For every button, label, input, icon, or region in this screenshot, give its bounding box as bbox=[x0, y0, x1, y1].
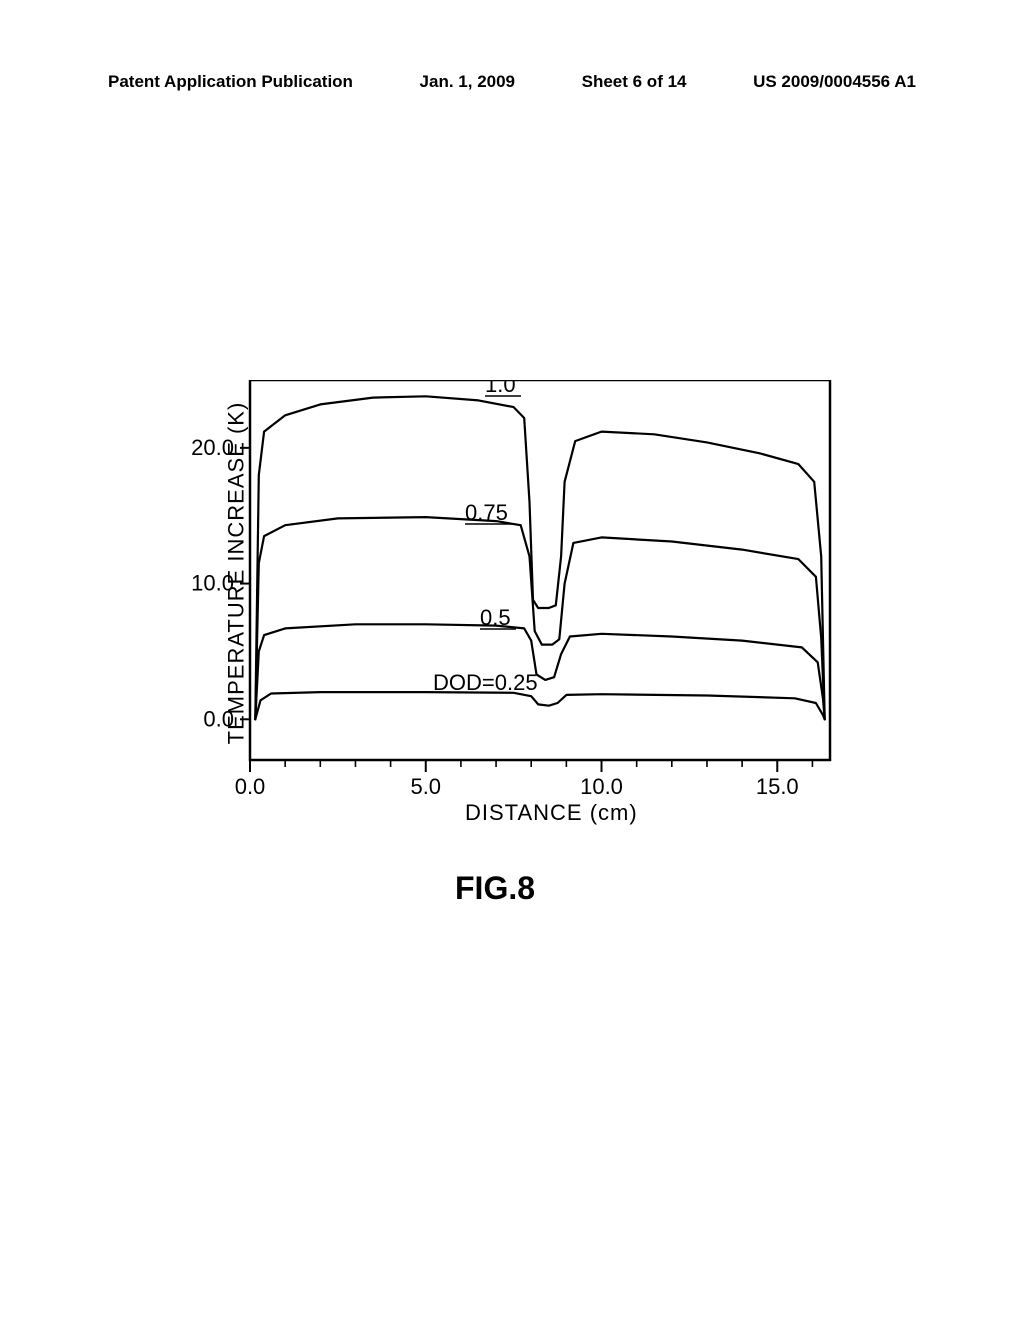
header-publication: Patent Application Publication bbox=[108, 72, 353, 92]
chart: TEMPERATURE INCREASE (K) 0.010.020.00.05… bbox=[155, 380, 875, 880]
curve-label: 0.75 bbox=[465, 500, 508, 525]
x-tick-label: 15.0 bbox=[756, 774, 799, 799]
x-tick-label: 0.0 bbox=[235, 774, 266, 799]
y-tick-label: 20.0 bbox=[191, 435, 234, 460]
figure-caption: FIG.8 bbox=[455, 870, 535, 907]
x-tick-label: 5.0 bbox=[410, 774, 441, 799]
y-tick-label: 0.0 bbox=[203, 706, 234, 731]
curve-label: 0.5 bbox=[480, 605, 511, 630]
curve-label: DOD=0.25 bbox=[433, 670, 538, 695]
y-tick-label: 10.0 bbox=[191, 571, 234, 596]
header-pubno: US 2009/0004556 A1 bbox=[753, 72, 916, 92]
x-axis-label: DISTANCE (cm) bbox=[465, 800, 638, 826]
plot-svg: 0.0 10.0 20.0 0.0 5.0 10.0 15.0 1.0 0.75 0.5 DOD=0… bbox=[155, 380, 875, 840]
curve-label: 1.0 bbox=[485, 380, 516, 397]
x-tick-label: 10.0 bbox=[580, 774, 623, 799]
header-sheet: Sheet 6 of 14 bbox=[582, 72, 687, 92]
header-date: Jan. 1, 2009 bbox=[420, 72, 515, 92]
